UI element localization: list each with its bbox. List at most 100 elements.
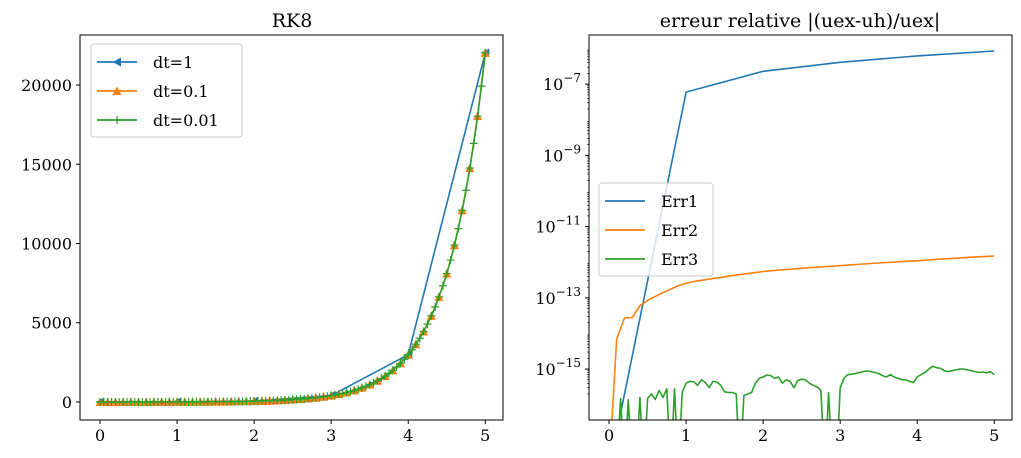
legend: Err1 Err2 Err3	[598, 182, 714, 277]
data-point-marker	[369, 378, 378, 387]
y-tick-label: 0	[62, 393, 72, 412]
data-point-marker	[331, 390, 340, 399]
legend-marker-icon	[112, 57, 121, 67]
series-line-Err3	[618, 365, 995, 420]
legend-item-Err2: Err2	[605, 221, 698, 240]
legend-item-dt=1: dt=1	[97, 53, 193, 72]
data-point-marker	[446, 256, 455, 265]
x-tick-label: 2	[758, 426, 768, 445]
data-point-marker	[442, 269, 451, 278]
x-tick-label: 3	[326, 426, 336, 445]
data-point-marker	[423, 320, 432, 329]
data-point-marker	[404, 350, 413, 359]
y-tick-label: 20000	[21, 76, 72, 95]
data-point-marker	[327, 391, 336, 400]
legend-marker-icon	[112, 86, 122, 95]
x-tick-label: 0	[95, 426, 105, 445]
data-point-marker	[358, 383, 366, 392]
legend-label: dt=0.01	[153, 111, 219, 130]
data-point-marker	[342, 388, 351, 397]
legend-item-Err1: Err1	[605, 192, 698, 211]
x-tick-label: 3	[835, 426, 845, 445]
data-point-marker	[427, 311, 436, 320]
y-tick-label: 10000	[21, 235, 72, 254]
legend-label: Err3	[661, 250, 698, 269]
x-tick-label: 2	[249, 426, 259, 445]
x-tick-label: 0	[604, 426, 614, 445]
data-point-marker	[450, 241, 459, 250]
y-tick-label-base: 10	[535, 289, 555, 308]
y-tick-label-exponent: −9	[563, 142, 581, 156]
data-point-marker	[354, 385, 363, 394]
data-point-marker	[338, 389, 347, 398]
x-tick-label: 4	[403, 426, 413, 445]
legend-label: dt=0.1	[153, 82, 209, 101]
data-point-marker	[415, 334, 424, 343]
legend-box	[598, 182, 714, 277]
y-tick-label-base: 10	[543, 146, 563, 165]
legend-label: Err2	[661, 221, 698, 240]
data-point-marker	[392, 362, 401, 371]
left-axes-rk8: RK8 0 1 2 3 4 5 0 5000 10000 15000 20000 dt=1 dt=0.1…	[21, 10, 504, 445]
legend-item-dt=0.1: dt=0.1	[97, 82, 209, 101]
plot-area	[611, 50, 995, 420]
data-point-marker	[350, 386, 359, 395]
right-axes-relative-error: erreur relative |(uex-uh)/uex| 0 1 2 3 4 510−…	[535, 10, 1013, 445]
data-point-marker	[365, 380, 374, 389]
axes-frame	[588, 34, 1013, 421]
y-tick-label-base: 10	[535, 360, 555, 379]
data-point-marker	[346, 387, 355, 396]
y-tick-label: 10−9	[543, 142, 581, 165]
y-tick-label: 10−7	[543, 71, 581, 94]
legend-item-dt=0.01: dt=0.01	[97, 111, 219, 130]
plot-area	[95, 48, 490, 407]
y-tick-label: 10−11	[535, 214, 581, 237]
data-point-marker	[465, 163, 474, 172]
data-point-marker	[477, 82, 486, 91]
y-tick-label: 10−13	[535, 285, 581, 308]
data-point-marker	[388, 366, 397, 375]
x-tick-label: 1	[172, 426, 182, 445]
data-point-marker	[431, 302, 440, 311]
y-tick-label: 5000	[31, 314, 72, 333]
right-chart-title: erreur relative |(uex-uh)/uex|	[660, 10, 940, 32]
legend-box	[90, 43, 243, 138]
y-tick-label-base: 10	[535, 218, 555, 237]
legend: dt=1 dt=0.1 dt=0.01	[90, 43, 243, 138]
data-point-marker	[481, 48, 490, 57]
data-point-marker	[361, 382, 370, 391]
data-point-marker	[323, 392, 332, 401]
series-line-Err1	[618, 50, 995, 420]
legend-marker-icon	[113, 116, 121, 124]
data-point-marker	[334, 390, 343, 399]
x-tick-label: 1	[681, 426, 691, 445]
data-point-marker	[462, 186, 471, 195]
y-tick-label-exponent: −15	[556, 356, 581, 370]
y-tick-label-exponent: −7	[563, 71, 581, 85]
data-point-marker	[454, 224, 463, 233]
left-chart-title: RK8	[272, 10, 313, 32]
y-tick-label-base: 10	[543, 75, 563, 94]
y-tick-label-exponent: −11	[556, 214, 581, 228]
data-point-marker	[435, 292, 444, 301]
legend-item-Err3: Err3	[605, 250, 698, 269]
data-point-marker	[419, 327, 428, 336]
data-point-marker	[396, 359, 405, 368]
legend-label: Err1	[661, 192, 698, 211]
data-point-marker	[473, 112, 482, 121]
axes-frame	[79, 34, 504, 421]
data-point-marker	[469, 139, 478, 148]
x-tick-label: 5	[480, 426, 490, 445]
data-point-marker	[411, 340, 420, 349]
data-point-marker	[458, 206, 467, 215]
data-point-marker	[438, 281, 447, 290]
y-tick-label: 15000	[21, 155, 72, 174]
series-line-Err2	[611, 255, 995, 420]
x-tick-label: 5	[989, 426, 999, 445]
y-tick-label-exponent: −13	[556, 285, 581, 299]
x-tick-label: 4	[912, 426, 922, 445]
legend-label: dt=1	[153, 53, 193, 72]
y-tick-label: 10−15	[535, 356, 581, 379]
data-point-marker	[408, 345, 417, 354]
